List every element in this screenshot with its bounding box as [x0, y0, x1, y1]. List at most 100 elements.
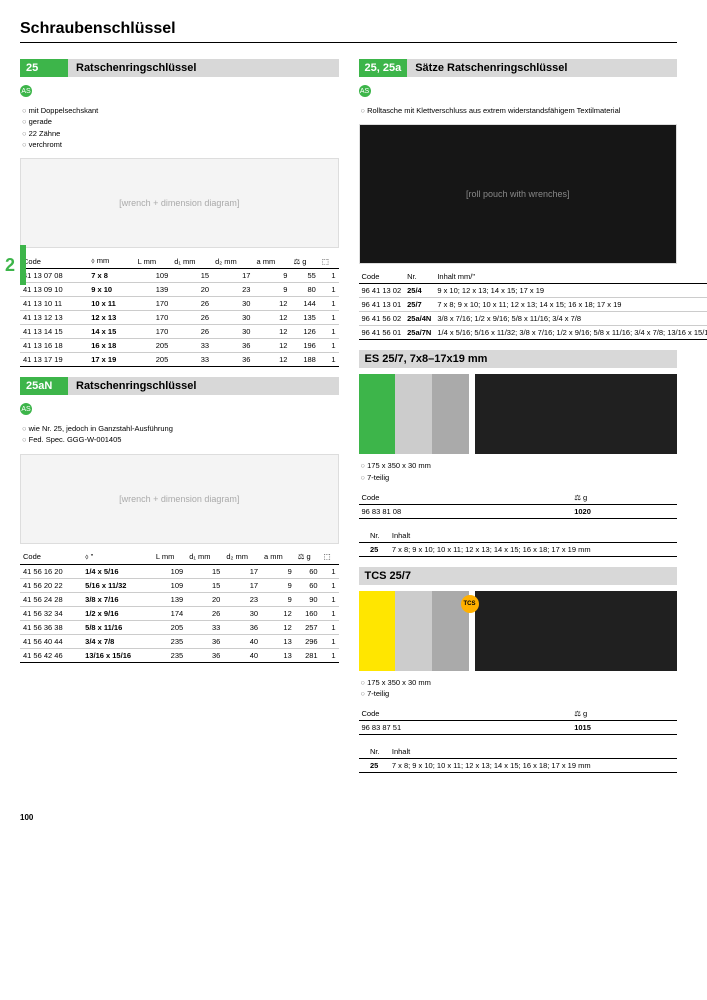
cell: 14 x 15 — [88, 325, 134, 339]
cell — [359, 542, 367, 556]
section-number: 25 — [20, 59, 68, 77]
cell: 36 — [212, 353, 253, 367]
cell: 36 — [186, 634, 223, 648]
cell: 281 — [295, 648, 321, 662]
table-row: 96 83 87 511015 — [359, 721, 678, 735]
cell: 296 — [295, 634, 321, 648]
cell: 41 13 12 13 — [20, 311, 88, 325]
table-tcs-sub: Nr.Inhalt 257 x 8; 9 x 10; 10 x 11; 12 x… — [359, 745, 678, 773]
cell: 139 — [135, 283, 172, 297]
cell: 13 — [261, 648, 295, 662]
cell: 55 — [290, 269, 318, 283]
table-row: 41 13 12 1312 x 131702630121351 — [20, 311, 339, 325]
table-25aN: Code⬨ "L mmd₁ mmd₂ mma mm⚖ g⬚ 41 56 16 2… — [20, 550, 339, 663]
col-header: ⬚ — [319, 254, 339, 269]
product-image-es — [475, 374, 678, 454]
main-columns: 25 Ratschenringschlüssel AS mit Doppelse… — [20, 59, 677, 783]
section-header-25aN: 25aN Ratschenringschlüssel — [20, 377, 339, 395]
table-body: 96 41 13 0225/49 x 10; 12 x 13; 14 x 15;… — [359, 284, 707, 340]
swatch-grey — [395, 374, 432, 454]
section-title: Ratschenringschlüssel — [68, 59, 339, 77]
col-header: ⬚ — [321, 550, 339, 565]
cell: 41 56 36 38 — [20, 620, 82, 634]
cell: 3/4 x 7/8 — [82, 634, 153, 648]
table-header-row: Nr.Inhalt — [359, 745, 678, 759]
cell: 26 — [171, 325, 212, 339]
table-header-row: Nr.Inhalt — [359, 529, 678, 543]
page-number: 100 — [20, 813, 677, 822]
cell: 41 13 17 19 — [20, 353, 88, 367]
col-header: Inhalt mm/" — [434, 270, 707, 284]
page-title: Schraubenschlüssel — [20, 20, 677, 43]
col-header: Code — [20, 550, 82, 565]
section-title: Sätze Ratschenringschlüssel — [407, 59, 677, 77]
col-header: Inhalt — [389, 745, 677, 759]
cell: 7 x 8; 9 x 10; 10 x 11; 12 x 13; 14 x 15… — [389, 542, 677, 556]
cell: 1 — [319, 311, 339, 325]
note: Rolltasche mit Klettverschluss aus extre… — [361, 105, 678, 116]
section-header-25: 25 Ratschenringschlüssel — [20, 59, 339, 77]
note: 175 x 350 x 30 mm — [361, 460, 678, 471]
cell: 96 41 56 02 — [359, 312, 405, 326]
cell: 13 — [261, 634, 295, 648]
section-header-tcs: TCS 25/7 — [359, 567, 678, 585]
section-title: ES 25/7, 7x8–17x19 mm — [359, 350, 678, 368]
col-header: ⚖ g — [290, 254, 318, 269]
product-image-sets: [roll pouch with wrenches] — [359, 124, 678, 264]
cell: 170 — [135, 297, 172, 311]
cell: 90 — [295, 592, 321, 606]
table-row: 41 56 36 385/8 x 11/162053336122571 — [20, 620, 339, 634]
cell: 20 — [186, 592, 223, 606]
cell: 235 — [153, 648, 186, 662]
cell: 36 — [212, 339, 253, 353]
cell: 25/4 — [404, 284, 434, 298]
cell: 1 — [321, 592, 339, 606]
table-header-row: Code⚖ g — [359, 491, 678, 505]
cell: 25/7 — [404, 298, 434, 312]
col-header: ⬨ " — [82, 550, 153, 565]
cell: 30 — [212, 311, 253, 325]
section-number: 25aN — [20, 377, 68, 395]
table-es-sub: Nr.Inhalt 257 x 8; 9 x 10; 10 x 11; 12 x… — [359, 529, 678, 557]
table-body: 96 83 87 511015 — [359, 721, 678, 735]
notes-es: 175 x 350 x 30 mm 7-teilig — [361, 460, 678, 483]
col-header: Code — [20, 254, 88, 269]
tcs-swatch-grid — [359, 591, 678, 671]
cell: 174 — [153, 606, 186, 620]
cell: 160 — [295, 606, 321, 620]
col-header: ⬨ mm — [88, 254, 134, 269]
table-body: 257 x 8; 9 x 10; 10 x 11; 12 x 13; 14 x … — [359, 542, 678, 556]
col-header: Nr. — [367, 529, 389, 543]
cell: 12 — [253, 297, 290, 311]
table-row: 96 41 56 0125a/7N1/4 x 5/16; 5/16 x 11/3… — [359, 326, 707, 340]
table-row: 41 56 24 283/8 x 7/1613920239901 — [20, 592, 339, 606]
cell: 17 x 19 — [88, 353, 134, 367]
cell: 5/16 x 11/32 — [82, 578, 153, 592]
cell: 12 — [253, 325, 290, 339]
cell: 40 — [223, 634, 261, 648]
cell: 1 — [321, 578, 339, 592]
cell: 144 — [290, 297, 318, 311]
col-header: Nr. — [404, 270, 434, 284]
as-badge: AS — [20, 85, 32, 97]
table-row: 41 56 40 443/4 x 7/82353640132961 — [20, 634, 339, 648]
chapter-tab: 2 — [0, 245, 26, 285]
cell: 12 x 13 — [88, 311, 134, 325]
cell: 139 — [153, 592, 186, 606]
swatch-darkgrey — [432, 374, 469, 454]
cell: 235 — [153, 634, 186, 648]
note: mit Doppelsechskant — [22, 105, 339, 116]
cell: 41 56 20 22 — [20, 578, 82, 592]
cell: 205 — [153, 620, 186, 634]
table-body: 96 83 81 081020 — [359, 504, 678, 518]
note: 22 Zähne — [22, 128, 339, 139]
col-header: L mm — [135, 254, 172, 269]
cell: 96 41 13 02 — [359, 284, 405, 298]
cell: 17 — [223, 578, 261, 592]
note: gerade — [22, 116, 339, 127]
cell: 16 x 18 — [88, 339, 134, 353]
cell: 1020 — [571, 504, 677, 518]
cell: 109 — [135, 269, 172, 283]
table-row: 41 13 10 1110 x 111702630121441 — [20, 297, 339, 311]
col-header: Code — [359, 491, 572, 505]
